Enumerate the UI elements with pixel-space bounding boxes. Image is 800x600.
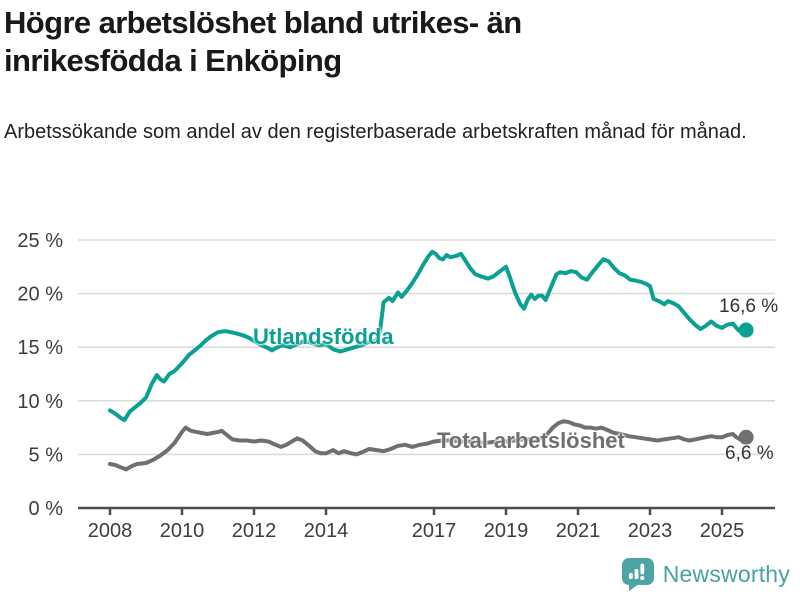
end-value-label-total: 6,6 % — [725, 443, 774, 464]
y-tick-label: 10 % — [17, 391, 63, 413]
newsworthy-bubble-chart-icon — [621, 558, 654, 591]
x-tick-label: 2017 — [412, 520, 457, 542]
x-tick-label: 2023 — [628, 520, 673, 542]
x-tick-label: 2012 — [232, 520, 277, 542]
series-end-dot-total — [738, 429, 754, 445]
series-label-total-arbetsloshet: Total arbetslöshet — [437, 428, 625, 453]
chart-subtitle: Arbetssökande som andel av den registerb… — [4, 121, 747, 143]
x-tick-label: 2008 — [88, 520, 133, 542]
x-tick-label: 2025 — [700, 520, 745, 542]
y-tick-label: 25 % — [17, 230, 63, 252]
series-line-utlandsfodda — [108, 249, 749, 423]
x-tick-label: 2014 — [304, 520, 349, 542]
end-value-label-utlandsfodda: 16,6 % — [719, 296, 779, 317]
newsworthy-logo[interactable]: Newsworthy — [621, 557, 790, 591]
x-tick-label: 2021 — [556, 520, 601, 542]
y-tick-label: 20 % — [17, 284, 63, 306]
series-line-total — [108, 419, 749, 472]
series-label-utlandsfodda: Utlandsfödda — [253, 324, 394, 349]
series-end-dot-utlandsfodda — [738, 322, 754, 338]
chart-title: Högre arbetslöshet bland utrikes- än inr… — [4, 5, 522, 78]
y-tick-label: 0 % — [29, 498, 64, 520]
y-tick-label: 5 % — [29, 444, 64, 466]
y-tick-label: 15 % — [17, 337, 63, 359]
x-tick-label: 2010 — [160, 520, 205, 542]
x-tick-label: 2019 — [484, 520, 529, 542]
footer: Newsworthy — [0, 557, 790, 591]
newsworthy-logo-text: Newsworthy — [662, 560, 790, 587]
